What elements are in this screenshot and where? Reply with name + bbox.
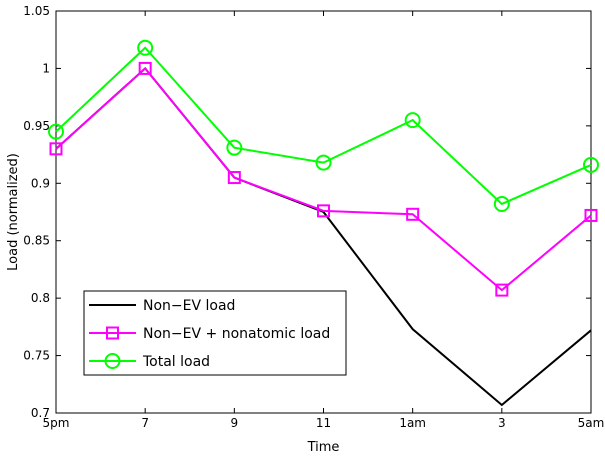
series-2 — [49, 61, 598, 297]
x-tick-label: 5pm — [43, 416, 70, 430]
data-point — [227, 171, 241, 185]
data-point — [226, 139, 243, 156]
data-point — [495, 283, 509, 297]
legend-entry: Non−EV + nonatomic load — [89, 326, 330, 342]
data-point — [48, 123, 64, 140]
series-line — [55, 66, 592, 292]
x-tick-label: 11 — [316, 416, 331, 430]
y-tick-label: 0.85 — [23, 234, 50, 248]
x-tick-label: 3 — [498, 416, 506, 430]
y-axis-title: Load (normalized) — [6, 153, 21, 271]
y-tick-label: 1 — [42, 61, 50, 75]
legend-label: Non−EV + nonatomic load — [143, 326, 330, 342]
data-point — [404, 112, 421, 129]
x-tick-label: 7 — [141, 416, 149, 430]
y-tick-label: 0.7 — [31, 406, 50, 420]
series-line — [55, 46, 592, 206]
data-point — [406, 207, 420, 221]
series-3 — [48, 39, 599, 212]
legend-entry: Total load — [89, 353, 210, 370]
data-point — [493, 195, 510, 212]
data-point — [137, 39, 154, 56]
y-axis: 0.7 0.75 0.8 0.85 0.9 0.95 1 1.05 — [23, 4, 591, 420]
data-point — [317, 204, 330, 218]
y-tick-label: 0.95 — [23, 119, 50, 133]
legend-label: Total load — [142, 354, 210, 370]
y-tick-label: 1.05 — [23, 4, 50, 18]
legend-marker — [106, 326, 119, 340]
x-axis-title: Time — [307, 440, 340, 455]
data-point — [583, 156, 599, 173]
data-point — [315, 154, 332, 171]
x-axis: 5pm 7 9 11 1am 3 5am — [43, 11, 605, 430]
data-point — [584, 208, 598, 222]
legend: Non−EV load Non−EV + nonatomic load Total … — [83, 290, 347, 376]
legend-marker — [104, 353, 121, 369]
x-tick-label: 5am — [578, 416, 605, 430]
y-tick-label: 0.8 — [31, 291, 50, 305]
legend-entry: Non−EV load — [89, 298, 235, 314]
y-tick-label: 0.9 — [31, 176, 50, 190]
data-point — [138, 61, 152, 75]
data-point — [49, 142, 63, 156]
x-tick-label: 9 — [231, 416, 239, 430]
legend-label: Non−EV load — [143, 298, 235, 314]
y-tick-label: 0.75 — [23, 349, 50, 363]
x-tick-label: 1am — [399, 416, 426, 430]
series-layer — [48, 39, 599, 407]
